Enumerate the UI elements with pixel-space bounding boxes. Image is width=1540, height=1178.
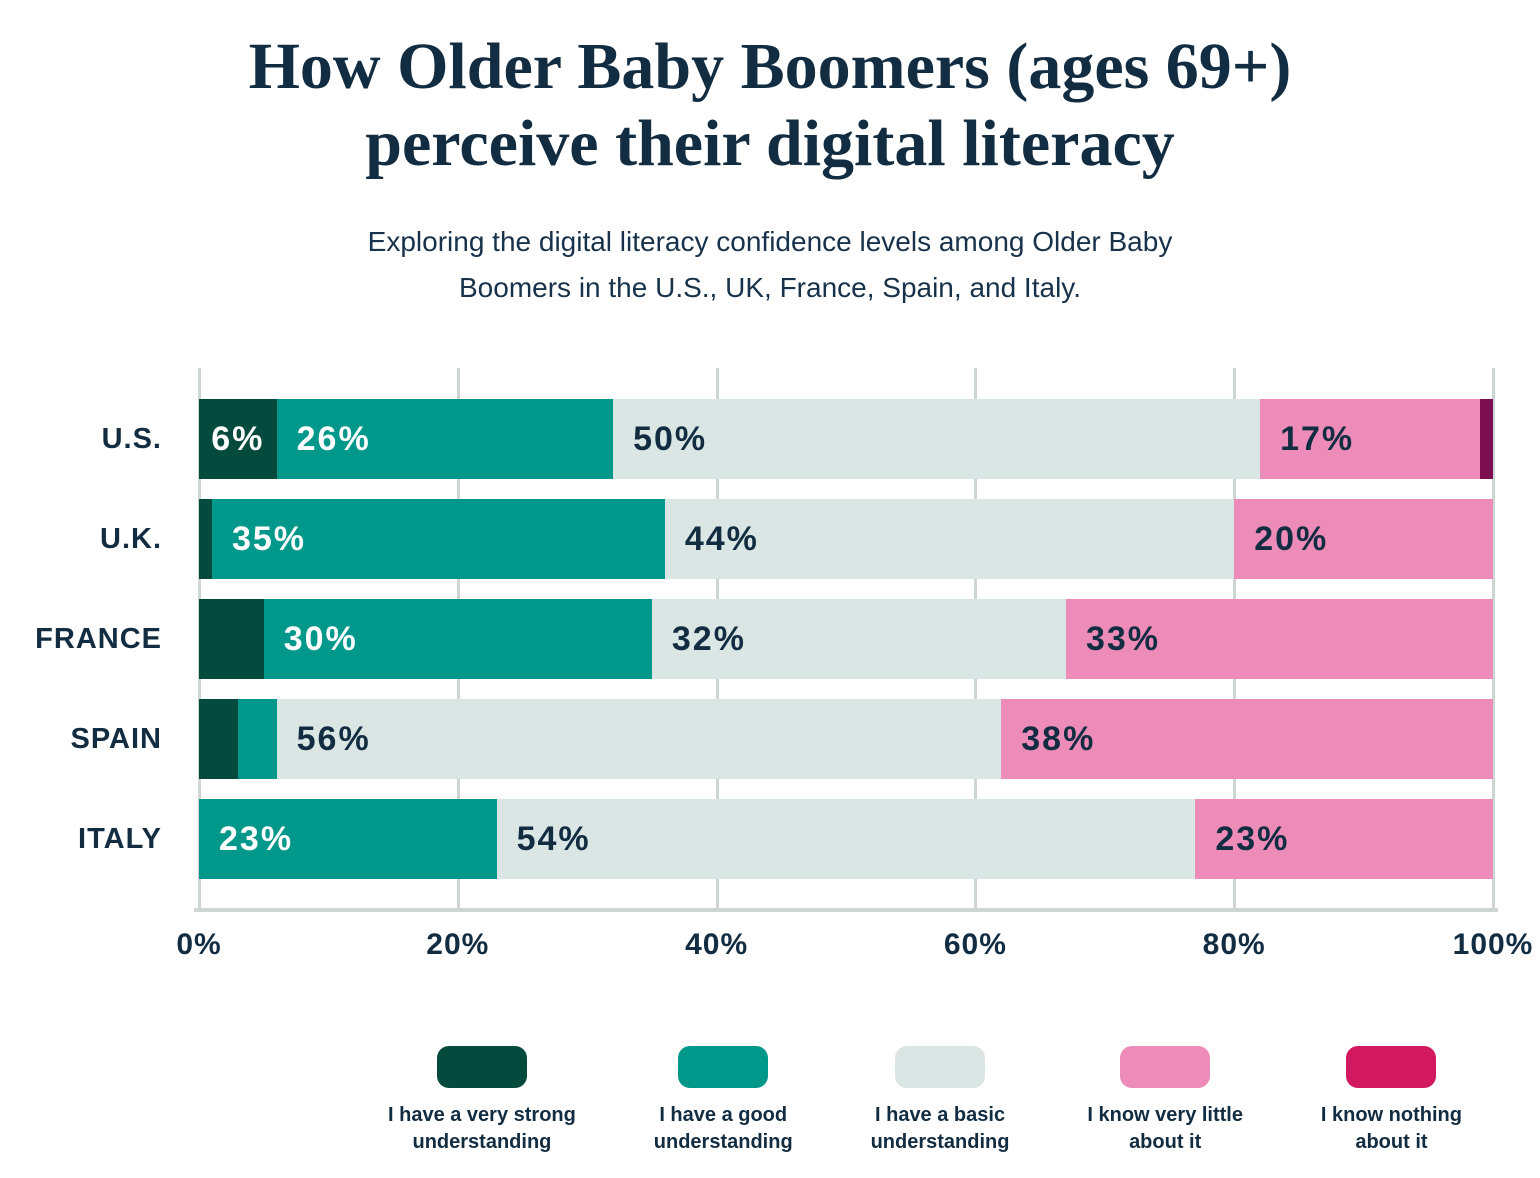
category-label: FRANCE: [35, 623, 162, 655]
legend-item: I know very little about it: [1087, 1046, 1243, 1156]
bar-value-label: 32%: [671, 619, 746, 658]
bar-row: 30% 32% 33%: [199, 599, 1493, 679]
chart-subtitle-line1: Exploring the digital literacy confidenc…: [367, 226, 1173, 257]
legend-label-line1: I have a basic: [874, 1104, 1006, 1126]
plot-area: 6% 26% 50% 17% 35% 44% 20% 30% 32% 33% 56% 38% 23% 54…: [194, 368, 1498, 912]
chart-title: How Older Baby Boomers (ages 69+) percei…: [0, 28, 1540, 182]
bar-segment: 26%: [276, 399, 614, 479]
legend-item: I have a good understanding: [654, 1046, 793, 1156]
category-label: U.K.: [100, 523, 162, 555]
bar-segment: 30%: [263, 599, 652, 679]
chart-title-line1: How Older Baby Boomers (ages 69+): [248, 30, 1292, 103]
bar-value-label: 44%: [684, 519, 759, 558]
legend-swatch: [895, 1046, 986, 1088]
legend-item: I have a very strong understanding: [388, 1046, 576, 1156]
x-tick-label: 0%: [176, 928, 222, 961]
bar-segment: [237, 699, 277, 779]
legend-item: I know nothing about it: [1321, 1046, 1462, 1156]
category-label: U.S.: [101, 423, 162, 455]
bar-segment: 20%: [1234, 499, 1493, 579]
bar-value-label: 17%: [1280, 419, 1355, 458]
chart-subtitle-line2: Boomers in the U.S., UK, France, Spain, …: [459, 272, 1081, 303]
grid-line: [1492, 368, 1495, 908]
bar-segment: 50%: [613, 399, 1261, 479]
bar-segment: 56%: [276, 699, 1002, 779]
legend-label-line1: I know very little: [1087, 1104, 1243, 1126]
bar-segment: 33%: [1065, 599, 1493, 679]
legend: I have a very strong understanding I have …: [388, 1046, 1462, 1156]
x-axis-line: [194, 908, 1498, 912]
category-label: ITALY: [78, 823, 162, 855]
bar-segment: 17%: [1260, 399, 1481, 479]
bar-segment: [199, 499, 212, 579]
legend-item: I have a basic understanding: [871, 1046, 1010, 1156]
chart-subtitle: Exploring the digital literacy confidenc…: [0, 219, 1540, 311]
legend-label-line2: understanding: [412, 1131, 552, 1153]
bar-value-label: 23%: [1215, 819, 1290, 858]
legend-swatch: [436, 1046, 527, 1088]
bar-value-label: 38%: [1021, 719, 1096, 758]
legend-label: I have a good understanding: [654, 1102, 793, 1156]
bar-segment: 54%: [496, 799, 1196, 879]
legend-swatch: [678, 1046, 769, 1088]
x-tick-label: 100%: [1452, 928, 1534, 961]
bar-segment: 6%: [199, 399, 277, 479]
legend-label-line1: I have a very strong: [388, 1104, 576, 1126]
legend-label: I have a basic understanding: [871, 1102, 1010, 1156]
bar-value-label: 33%: [1085, 619, 1161, 658]
bar-segment: 44%: [664, 499, 1235, 579]
bar-segment: [199, 599, 264, 679]
legend-label-line2: about it: [1355, 1131, 1428, 1153]
bar-row: 23% 54% 23%: [199, 799, 1493, 879]
chart-title-line2: perceive their digital literacy: [365, 107, 1175, 180]
bar-value-label: 50%: [633, 419, 708, 458]
legend-label-line2: about it: [1129, 1131, 1202, 1153]
category-label: SPAIN: [70, 723, 162, 755]
x-tick-label: 20%: [426, 928, 490, 961]
legend-swatch: [1120, 1046, 1211, 1088]
bar-segment: 23%: [199, 799, 497, 879]
x-tick-label: 80%: [1202, 928, 1266, 961]
bar-value-label: 30%: [283, 619, 358, 658]
bar-value-label: 54%: [516, 819, 591, 858]
x-axis: 0% 20% 40% 60% 80% 100%: [176, 928, 1532, 968]
legend-label-line1: I have a good: [659, 1104, 788, 1126]
x-tick-label: 40%: [685, 928, 749, 961]
bar-segment: [1480, 399, 1493, 479]
bar-value-label: 20%: [1254, 519, 1329, 558]
bar-value-label: 26%: [296, 419, 371, 458]
legend-label-line1: I know nothing: [1320, 1104, 1462, 1126]
bar-value-label: 23%: [219, 819, 294, 858]
legend-label: I know very little about it: [1087, 1102, 1243, 1156]
bar-row: 6% 26% 50% 17%: [199, 399, 1493, 479]
bar-value-label: 35%: [231, 519, 306, 558]
bar-segment: 38%: [1001, 699, 1493, 779]
legend-label: I know nothing about it: [1321, 1102, 1462, 1156]
bar-segment: 35%: [211, 499, 665, 579]
legend-label-line2: understanding: [870, 1131, 1010, 1153]
bar-segment: 32%: [651, 599, 1066, 679]
x-tick-label: 60%: [943, 928, 1007, 961]
legend-label: I have a very strong understanding: [388, 1102, 576, 1156]
bar-row: 35% 44% 20%: [199, 499, 1493, 579]
bar-segment: 23%: [1195, 799, 1493, 879]
legend-swatch: [1346, 1046, 1437, 1088]
bar-row: 56% 38%: [199, 699, 1493, 779]
bar-value-label: 56%: [296, 719, 371, 758]
bar-segment: [199, 699, 238, 779]
bar-value-label: 6%: [211, 419, 265, 458]
legend-label-line2: understanding: [653, 1131, 793, 1153]
